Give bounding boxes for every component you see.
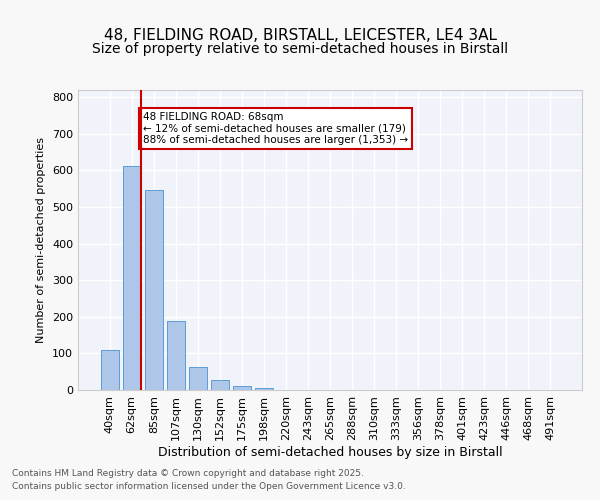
Text: Contains HM Land Registry data © Crown copyright and database right 2025.: Contains HM Land Registry data © Crown c…: [12, 468, 364, 477]
Text: 48 FIELDING ROAD: 68sqm
← 12% of semi-detached houses are smaller (179)
88% of s: 48 FIELDING ROAD: 68sqm ← 12% of semi-de…: [143, 112, 408, 145]
Y-axis label: Number of semi-detached properties: Number of semi-detached properties: [37, 137, 46, 343]
Text: Size of property relative to semi-detached houses in Birstall: Size of property relative to semi-detach…: [92, 42, 508, 56]
Bar: [145, 190, 163, 390]
Bar: [189, 367, 206, 390]
Bar: [123, 166, 140, 390]
Bar: [233, 386, 251, 390]
Bar: [255, 388, 273, 390]
Text: 48, FIELDING ROAD, BIRSTALL, LEICESTER, LE4 3AL: 48, FIELDING ROAD, BIRSTALL, LEICESTER, …: [104, 28, 497, 42]
Bar: [167, 321, 185, 390]
Text: Contains public sector information licensed under the Open Government Licence v3: Contains public sector information licen…: [12, 482, 406, 491]
Bar: [101, 350, 119, 390]
Bar: [211, 380, 229, 390]
X-axis label: Distribution of semi-detached houses by size in Birstall: Distribution of semi-detached houses by …: [158, 446, 502, 458]
